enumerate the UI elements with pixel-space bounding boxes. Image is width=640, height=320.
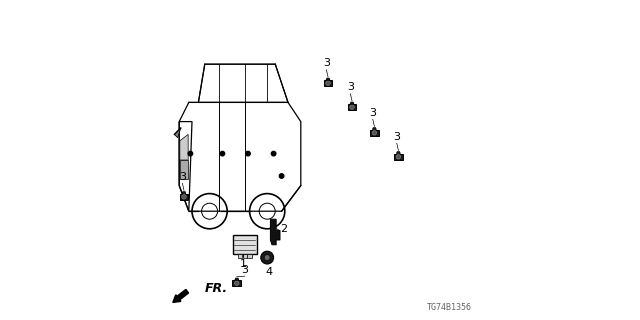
Text: 4: 4 <box>265 267 273 276</box>
Polygon shape <box>180 134 188 160</box>
Circle shape <box>182 195 186 199</box>
Polygon shape <box>397 152 401 154</box>
Circle shape <box>220 151 225 156</box>
Text: FR.: FR. <box>205 282 228 294</box>
Text: TG74B1356: TG74B1356 <box>427 303 472 312</box>
Circle shape <box>280 174 284 178</box>
Text: 3: 3 <box>394 132 400 142</box>
Polygon shape <box>326 78 330 80</box>
Circle shape <box>261 251 274 264</box>
Polygon shape <box>394 154 403 160</box>
Text: 1: 1 <box>240 259 246 269</box>
Polygon shape <box>248 254 252 258</box>
Circle shape <box>188 151 193 156</box>
Polygon shape <box>180 160 188 179</box>
Polygon shape <box>243 254 247 258</box>
Circle shape <box>271 151 276 156</box>
Polygon shape <box>174 128 181 138</box>
FancyArrow shape <box>173 289 189 302</box>
Polygon shape <box>179 194 188 200</box>
Polygon shape <box>182 192 186 194</box>
Circle shape <box>396 155 401 159</box>
Text: 3: 3 <box>179 172 186 182</box>
Circle shape <box>349 105 355 109</box>
Circle shape <box>326 81 330 85</box>
Polygon shape <box>370 130 379 136</box>
Circle shape <box>264 255 270 260</box>
Circle shape <box>372 131 376 135</box>
Text: 2: 2 <box>280 224 287 234</box>
Polygon shape <box>235 278 239 280</box>
Polygon shape <box>348 104 356 110</box>
Text: 3: 3 <box>241 265 248 275</box>
Circle shape <box>246 151 250 156</box>
Text: 3: 3 <box>323 58 330 68</box>
Polygon shape <box>270 219 280 245</box>
Polygon shape <box>238 254 243 258</box>
Polygon shape <box>232 280 241 286</box>
Polygon shape <box>350 102 354 104</box>
Text: 3: 3 <box>369 108 376 118</box>
Polygon shape <box>233 235 257 254</box>
Circle shape <box>234 281 239 285</box>
Text: 3: 3 <box>347 82 354 92</box>
Polygon shape <box>323 80 333 86</box>
Polygon shape <box>372 128 376 130</box>
